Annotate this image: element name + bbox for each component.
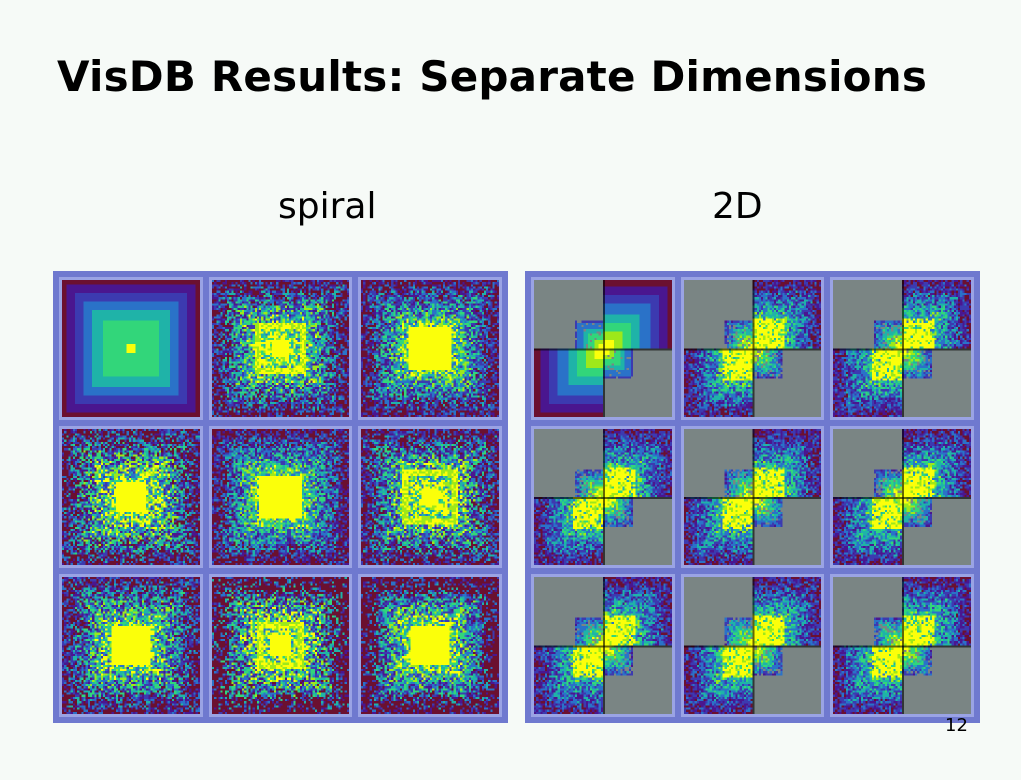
- spiral-visualization-grid: [53, 271, 508, 723]
- 2d-cell: [680, 277, 825, 420]
- 2d-cell: [531, 277, 675, 420]
- 2d-cell: [830, 425, 974, 569]
- 2d-panel-label: 2D: [712, 186, 763, 227]
- spiral-cell: [208, 425, 353, 569]
- slide-title: VisDB Results: Separate Dimensions: [57, 52, 928, 101]
- spiral-cell: [358, 574, 502, 717]
- spiral-cell: [59, 425, 203, 569]
- spiral-cell: [208, 277, 353, 420]
- 2d-visualization-grid: [525, 271, 980, 723]
- spiral-cell: [358, 425, 502, 569]
- 2d-cell: [680, 425, 825, 569]
- spiral-cell: [358, 277, 502, 420]
- 2d-cell: [531, 574, 675, 717]
- 2d-cell: [830, 574, 974, 717]
- page-number: 12: [945, 715, 968, 736]
- spiral-panel-label: spiral: [278, 186, 377, 227]
- 2d-cell: [531, 425, 675, 569]
- spiral-cell: [59, 277, 203, 420]
- 2d-cell: [830, 277, 974, 420]
- spiral-cell: [59, 574, 203, 717]
- 2d-cell: [680, 574, 825, 717]
- spiral-cell: [208, 574, 353, 717]
